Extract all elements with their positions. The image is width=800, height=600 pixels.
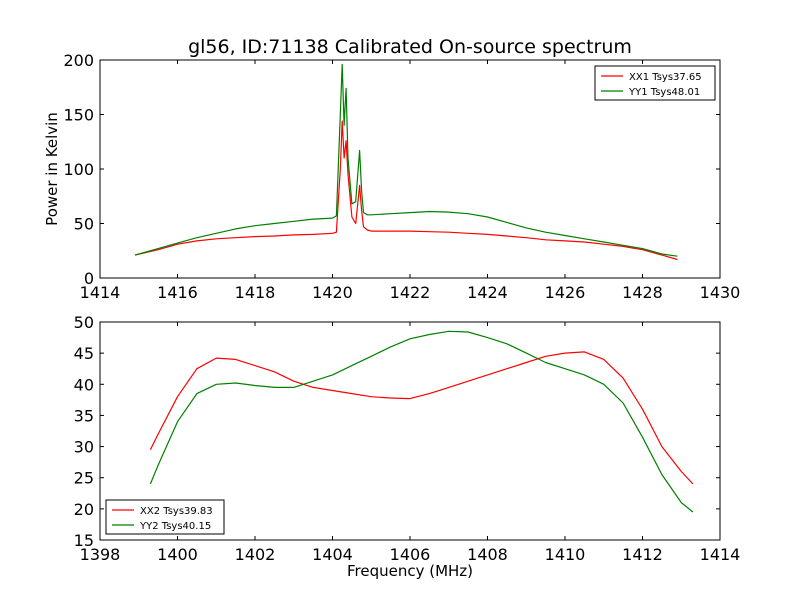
- x-tick-label: 1408: [467, 545, 508, 564]
- x-axis-label: Frequency (MHz): [347, 562, 473, 580]
- y-tick-label: 20: [74, 500, 94, 519]
- x-tick-label: 1414: [700, 545, 741, 564]
- x-tick-label: 1402: [235, 545, 276, 564]
- x-tick-label: 1412: [622, 545, 663, 564]
- series-line-2: [134, 63, 678, 257]
- legend-label-2: YY1 Tsys48.01: [628, 87, 700, 98]
- y-tick-label: 50: [74, 313, 94, 332]
- x-tick-label: 1424: [467, 283, 508, 302]
- legend-label-2: YY2 Tsys40.15: [139, 521, 211, 532]
- y-tick-label: 200: [63, 51, 94, 70]
- x-tick-label: 1426: [545, 283, 586, 302]
- y-tick-label: 100: [63, 160, 94, 179]
- y-tick-label: 30: [74, 438, 94, 457]
- x-tick-label: 1418: [235, 283, 276, 302]
- plots-container: 1414 1416 1418 1420 1422 1424 1426 1428 14300501…: [43, 51, 740, 580]
- legend: XX2 Tsys39.83 YY2 Tsys40.15: [105, 499, 225, 535]
- y-tick-label: 150: [63, 106, 94, 125]
- x-tick-label: 1410: [545, 545, 586, 564]
- x-tick-label: 1414: [80, 283, 121, 302]
- y-tick-label: 35: [74, 406, 94, 425]
- x-tick-label: 1406: [390, 545, 431, 564]
- legend-box: [594, 65, 716, 101]
- legend-label-1: XX1 Tsys37.65: [629, 72, 702, 83]
- y-tick-label: 40: [74, 375, 94, 394]
- y-tick-label: 15: [74, 531, 94, 550]
- legend: XX1 Tsys37.65 YY1 Tsys48.01: [594, 65, 716, 101]
- x-tick-label: 1416: [157, 283, 198, 302]
- x-tick-label: 1400: [157, 545, 198, 564]
- x-tick-label: 1398: [80, 545, 121, 564]
- legend-box: [105, 499, 225, 535]
- x-tick-label: 1420: [312, 283, 353, 302]
- series-line-1: [134, 120, 678, 261]
- y-tick-label: 25: [74, 469, 94, 488]
- y-tick-label: 0: [84, 269, 94, 288]
- y-axis-label: Power in Kelvin: [43, 112, 61, 226]
- x-tick-label: 1430: [700, 283, 741, 302]
- y-tick-label: 50: [74, 215, 94, 234]
- x-tick-label: 1404: [312, 545, 353, 564]
- series-line-2: [149, 330, 694, 513]
- chart-2: 1398 1400 1402 1404 1406 1408 1410 1412 1414 15 20…: [74, 313, 741, 580]
- chart-1: 1414 1416 1418 1420 1422 1424 1426 1428 1430 0 50 1…: [43, 51, 740, 302]
- x-tick-label: 1422: [390, 283, 431, 302]
- legend-label-1: XX2 Tsys39.83: [140, 506, 213, 517]
- series-line-1: [149, 351, 694, 485]
- figure-title: gl56, ID:71138 Calibrated On-source spec…: [188, 36, 632, 58]
- x-tick-label: 1428: [622, 283, 663, 302]
- y-tick-label: 45: [74, 344, 94, 363]
